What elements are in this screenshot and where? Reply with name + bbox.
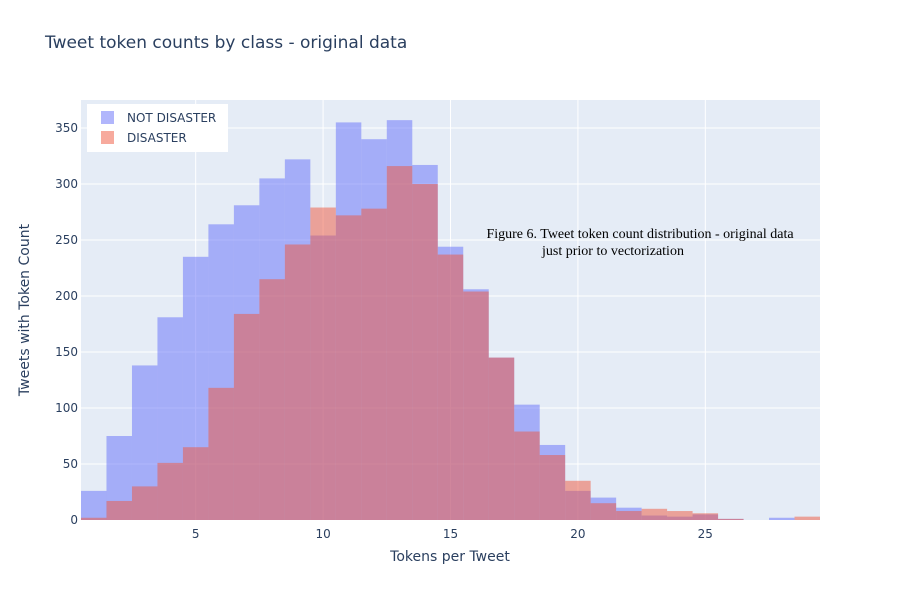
bar-disaster[interactable]	[106, 500, 132, 520]
bar-not-disaster[interactable]	[769, 517, 795, 520]
bar-disaster[interactable]	[208, 387, 234, 520]
bar-disaster[interactable]	[590, 503, 617, 520]
bar-disaster[interactable]	[361, 208, 387, 520]
bar-disaster[interactable]	[81, 517, 107, 520]
x-tick-label: 10	[315, 527, 330, 541]
y-tick-label: 200	[55, 289, 78, 303]
legend-swatch-not-disaster[interactable]	[101, 111, 114, 124]
bar-disaster[interactable]	[692, 513, 719, 520]
bar-disaster[interactable]	[616, 511, 642, 520]
bar-disaster[interactable]	[233, 313, 260, 520]
bar-disaster[interactable]	[335, 215, 362, 521]
y-tick-label: 150	[55, 345, 78, 359]
bar-not-disaster[interactable]	[81, 490, 107, 520]
bar-disaster[interactable]	[182, 447, 209, 520]
y-axis-title: Tweets with Token Count	[17, 223, 33, 397]
bar-disaster[interactable]	[310, 207, 336, 520]
annotation-line-2: just prior to vectorization	[541, 244, 684, 259]
bar-disaster[interactable]	[157, 462, 183, 520]
annotation-line-1: Figure 6. Tweet token count distribution…	[486, 227, 794, 242]
annotation: Figure 6. Tweet token count distribution…	[486, 227, 794, 259]
y-tick-label: 250	[55, 233, 78, 247]
bar-disaster[interactable]	[718, 518, 744, 520]
chart-title: Tweet token counts by class - original d…	[45, 33, 408, 53]
y-tick-label: 350	[55, 121, 78, 135]
bar-disaster[interactable]	[284, 244, 311, 521]
bar-disaster[interactable]	[463, 291, 489, 520]
legend: NOT DISASTER DISASTER	[87, 104, 228, 152]
x-tick-label: 15	[443, 527, 458, 541]
bar-disaster[interactable]	[488, 357, 515, 520]
bar-disaster[interactable]	[514, 431, 540, 520]
bar-disaster[interactable]	[794, 516, 820, 520]
bar-disaster[interactable]	[131, 486, 158, 520]
legend-label-disaster[interactable]: DISASTER	[127, 131, 187, 145]
x-tick-label: 25	[698, 527, 713, 541]
x-axis-title: Tokens per Tweet	[389, 549, 510, 565]
legend-swatch-disaster[interactable]	[101, 131, 114, 144]
bar-disaster[interactable]	[565, 480, 591, 520]
bar-disaster[interactable]	[412, 184, 438, 520]
y-tick-labels: 0 50 100 150 200 250 300 350	[55, 121, 78, 527]
legend-label-not-disaster[interactable]: NOT DISASTER	[127, 111, 216, 125]
y-tick-label: 0	[70, 513, 78, 527]
bar-disaster[interactable]	[259, 279, 285, 520]
bar-disaster[interactable]	[437, 254, 464, 520]
y-tick-label: 50	[63, 457, 78, 471]
bar-disaster[interactable]	[386, 166, 413, 520]
x-tick-label: 5	[192, 527, 200, 541]
bar-disaster[interactable]	[667, 511, 693, 520]
x-tick-labels: 5 10 15 20 25	[192, 527, 713, 541]
bar-disaster[interactable]	[539, 455, 566, 520]
y-tick-label: 100	[55, 401, 78, 415]
bars	[81, 120, 820, 521]
y-tick-label: 300	[55, 177, 78, 191]
x-tick-label: 20	[570, 527, 585, 541]
bar-disaster[interactable]	[641, 508, 668, 520]
